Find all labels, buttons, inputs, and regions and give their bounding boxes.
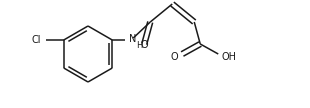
Text: O: O [140,40,148,50]
Text: Cl: Cl [31,35,41,45]
Text: N: N [129,34,137,44]
Text: H: H [136,40,143,49]
Text: OH: OH [221,52,236,62]
Text: O: O [170,52,178,62]
